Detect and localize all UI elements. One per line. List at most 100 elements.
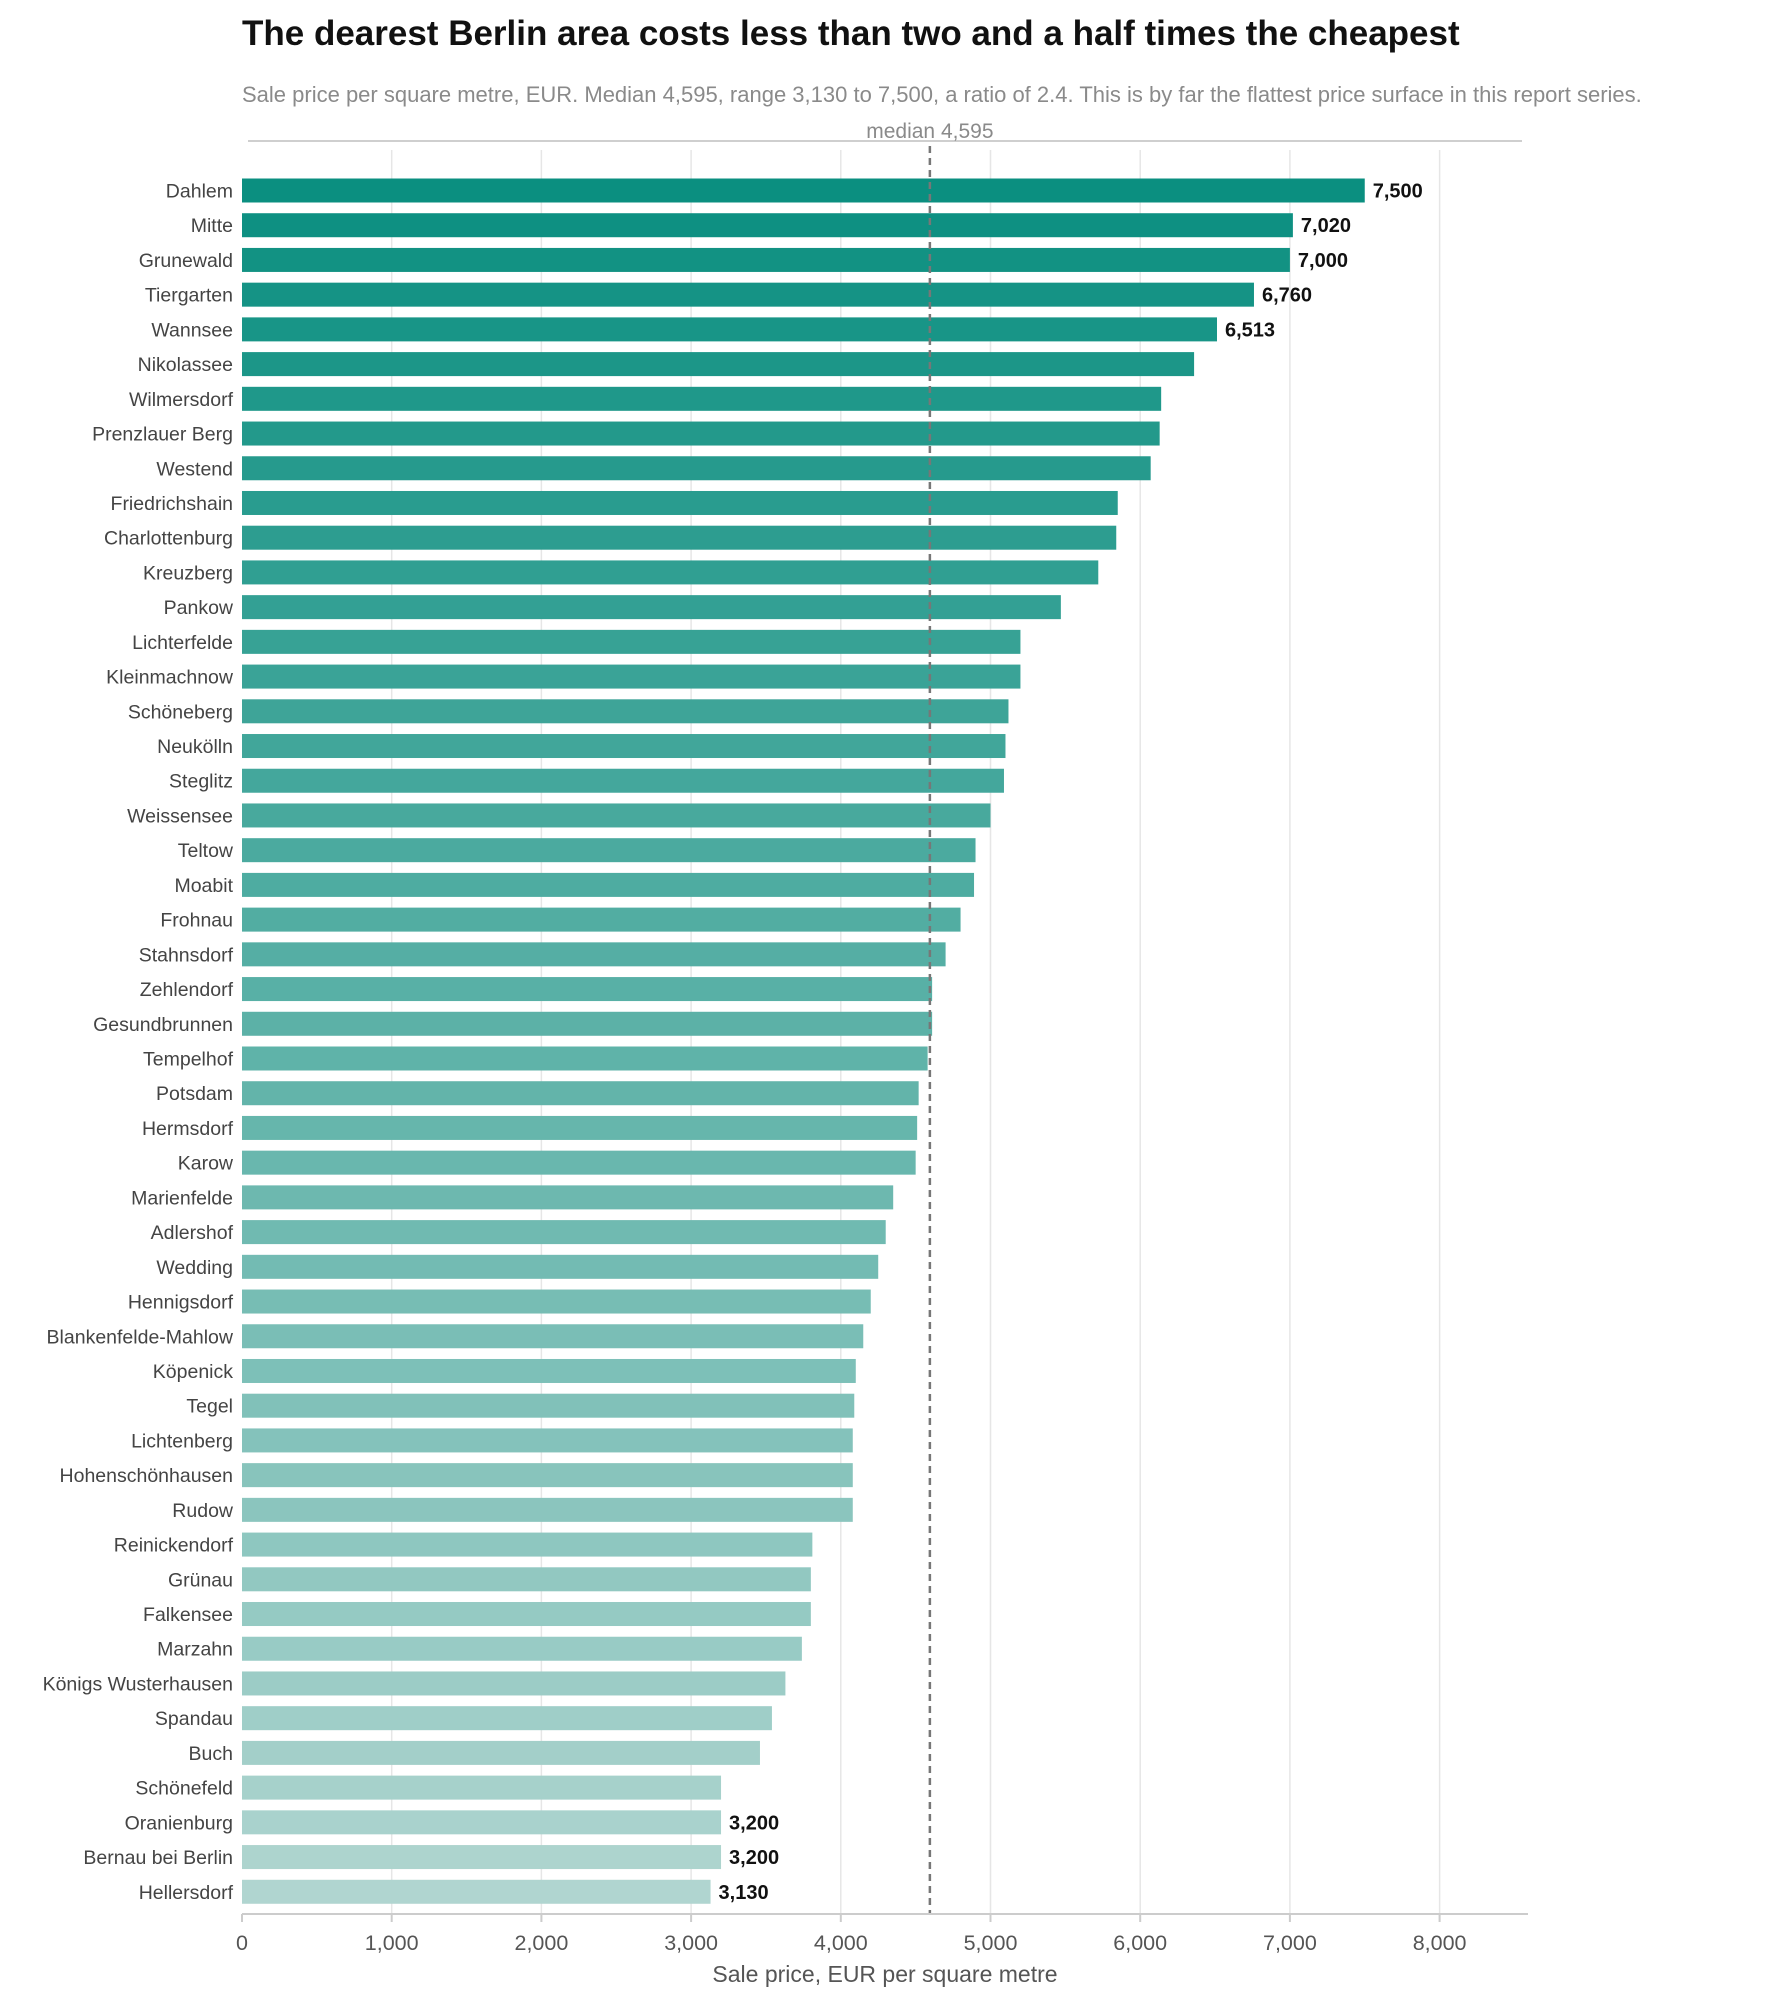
bar	[242, 664, 1021, 689]
bar	[242, 1602, 811, 1627]
bar	[242, 1428, 853, 1453]
bar	[242, 1150, 916, 1175]
category-label: Dahlem	[166, 181, 233, 203]
bar	[242, 1011, 933, 1036]
bar	[242, 1185, 894, 1210]
category-label: Adlershof	[151, 1222, 234, 1244]
x-tick-label: 3,000	[664, 1931, 718, 1955]
category-label: Bernau bei Berlin	[83, 1847, 233, 1869]
category-label: Westend	[156, 458, 233, 480]
bar	[242, 1463, 853, 1488]
category-label: Charlottenburg	[104, 528, 233, 550]
bar	[242, 560, 1099, 585]
data-label: 3,130	[719, 1882, 769, 1904]
bar	[242, 317, 1217, 342]
bar	[242, 213, 1293, 238]
bar	[242, 595, 1061, 620]
x-tick-label: 1,000	[365, 1931, 419, 1955]
data-label: 6,513	[1225, 319, 1275, 341]
data-label: 3,200	[729, 1847, 779, 1869]
median-label: median 4,595	[866, 120, 993, 143]
bar	[242, 1532, 813, 1557]
bar	[242, 699, 1009, 724]
category-label: Moabit	[174, 875, 233, 897]
bar	[242, 803, 991, 828]
category-label: Wilmersdorf	[129, 389, 234, 411]
category-label: Lichterfelde	[132, 632, 233, 654]
category-label: Pankow	[164, 597, 234, 619]
category-label: Wannsee	[151, 319, 233, 341]
category-label: Gesundbrunnen	[93, 1014, 233, 1036]
category-label: Karow	[178, 1153, 234, 1175]
value-labels: 7,500 7,020 7,000 6,760 6,513 3,200 3,200 3,130	[719, 181, 1423, 1904]
category-label: Tempelhof	[143, 1049, 234, 1071]
data-label: 6,760	[1262, 285, 1312, 307]
category-label: Zehlendorf	[140, 979, 234, 1001]
bar	[242, 282, 1254, 307]
category-label: Spandau	[155, 1708, 233, 1730]
bar	[242, 1324, 864, 1349]
x-tick-label: 2,000	[514, 1931, 568, 1955]
bar	[242, 247, 1290, 272]
bar	[242, 1115, 918, 1140]
bar	[242, 1845, 722, 1870]
category-label: Marzahn	[157, 1639, 233, 1661]
category-label: Tegel	[186, 1396, 233, 1418]
bar	[242, 1810, 722, 1835]
category-label: Frohnau	[160, 910, 233, 932]
bar	[242, 1775, 722, 1800]
bar	[242, 421, 1160, 446]
category-label: Rudow	[172, 1500, 234, 1522]
bar	[242, 629, 1021, 654]
category-label: Lichtenberg	[131, 1430, 233, 1452]
category-label: Nikolassee	[138, 354, 233, 376]
category-label: Prenzlauer Berg	[92, 424, 233, 446]
bar	[242, 1289, 871, 1314]
bar	[242, 456, 1151, 481]
bar	[242, 942, 946, 967]
category-label: Potsdam	[156, 1083, 233, 1105]
bar	[242, 1046, 928, 1071]
x-tick-label: 6,000	[1113, 1931, 1167, 1955]
bar	[242, 490, 1118, 515]
category-label: Hermsdorf	[142, 1118, 234, 1140]
bar	[242, 178, 1365, 203]
category-label: Buch	[189, 1743, 233, 1765]
category-label: Teltow	[178, 840, 234, 862]
category-label: Tiergarten	[145, 285, 233, 307]
category-label: Köpenick	[153, 1361, 233, 1383]
bar	[242, 872, 975, 897]
chart-subtitle: Sale price per square metre, EUR. Median…	[242, 82, 1642, 107]
bar	[242, 1081, 919, 1106]
category-label: Marienfelde	[131, 1187, 233, 1209]
x-tick-label: 8,000	[1413, 1931, 1467, 1955]
x-tick-label: 5,000	[964, 1931, 1018, 1955]
category-label: Hellersdorf	[139, 1882, 234, 1904]
bar	[242, 352, 1195, 377]
category-label: Wedding	[156, 1257, 233, 1279]
category-label: Schöneberg	[128, 701, 233, 723]
bar	[242, 1740, 760, 1765]
bar	[242, 734, 1006, 759]
category-label: Kleinmachnow	[106, 667, 234, 689]
bar	[242, 1636, 802, 1661]
category-label: Grünau	[168, 1569, 233, 1591]
x-tick-label: 4,000	[814, 1931, 868, 1955]
category-label: Kreuzberg	[143, 562, 233, 584]
data-label: 3,200	[729, 1812, 779, 1834]
category-label: Schönefeld	[135, 1778, 233, 1800]
category-label: Mitte	[191, 215, 233, 237]
x-tick-labels: 0 1,000 2,000 3,000 4,000 5,000 6,000 7,000 8,00…	[236, 1914, 1467, 1955]
category-label: Stahnsdorf	[139, 944, 234, 966]
bar	[242, 1671, 786, 1696]
category-label: Falkensee	[143, 1604, 233, 1626]
bar	[242, 525, 1117, 550]
bar	[242, 1879, 711, 1904]
x-tick-label: 7,000	[1263, 1931, 1317, 1955]
category-label: Blankenfelde-Mahlow	[47, 1326, 234, 1348]
bar	[242, 838, 976, 863]
x-axis-label: Sale price, EUR per square metre	[712, 1961, 1057, 1987]
data-label: 7,000	[1298, 250, 1348, 272]
category-labels: Dahlem Mitte Grunewald Tiergarten Wannsee Nik…	[43, 181, 234, 1904]
